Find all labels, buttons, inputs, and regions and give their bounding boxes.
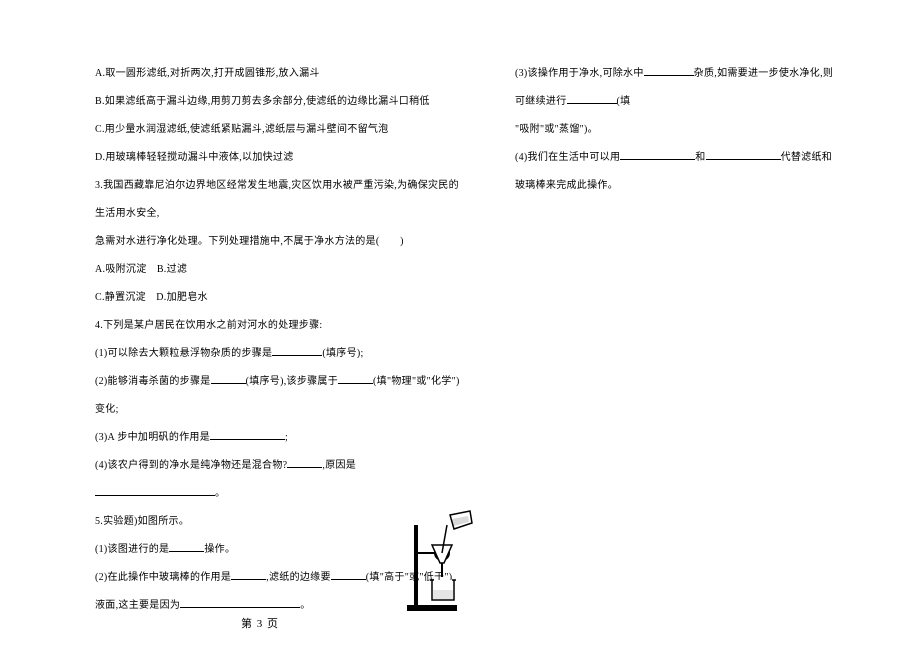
q5-2-text-e: 。 — [300, 600, 310, 611]
blank — [210, 430, 285, 440]
right-column: (3)该操作用于净水,可除水中杂质,如需要进一步使水净化,则可继续进行(填 "吸… — [500, 60, 840, 629]
q3-opt-cd: C.静置沉淀 D.加肥皂水 — [95, 284, 465, 312]
blank — [644, 66, 694, 76]
q3-line2: 急需对水进行净化处理。下列处理措施中,不属于净水方法的是( ) — [95, 228, 465, 256]
option-c: C.用少量水润湿滤纸,使滤纸紧贴漏斗,滤纸层与漏斗壁间不留气泡 — [95, 116, 465, 144]
r3d: "吸附"或"蒸馏")。 — [515, 116, 840, 144]
blank — [706, 150, 781, 160]
blank — [287, 458, 322, 468]
q4-4-text-c: 。 — [215, 488, 225, 499]
q5-2-text-d: 液面,这主要是因为 — [95, 600, 180, 611]
blank — [211, 374, 246, 384]
q4-3-text-a: (3)A 步中加明矾的作用是 — [95, 432, 210, 443]
q3-line1: 3.我国西藏靠尼泊尔边界地区经常发生地震,灾区饮用水被严重污染,为确保灾民的生活… — [95, 172, 465, 228]
blank — [231, 570, 266, 580]
q5-1-text-a: (1)该图进行的是 — [95, 544, 169, 555]
page-footer: 第 3 页 — [0, 615, 520, 631]
q5-1-text-b: 操作。 — [204, 544, 235, 555]
r4: (4)我们在生活中可以用和代替滤纸和玻璃棒来完成此操作。 — [515, 144, 840, 200]
q5-2-text-a: (2)在此操作中玻璃棒的作用是 — [95, 572, 231, 583]
q4-2: (2)能够消毒杀菌的步骤是(填序号),该步骤属于(填"物理"或"化学")变化; — [95, 368, 465, 424]
option-b: B.如果滤纸高于漏斗边缘,用剪刀剪去多余部分,使滤纸的边缘比漏斗口稍低 — [95, 88, 465, 116]
r3: (3)该操作用于净水,可除水中杂质,如需要进一步使水净化,则可继续进行(填 — [515, 60, 840, 116]
blank — [272, 346, 322, 356]
q4-4: (4)该农户得到的净水是纯净物还是混合物? ,原因是。 — [95, 452, 465, 508]
blank — [95, 486, 215, 496]
filtration-apparatus-figure — [402, 505, 482, 615]
q4-2-text-a: (2)能够消毒杀菌的步骤是 — [95, 376, 211, 387]
blank — [620, 150, 695, 160]
q4-stem: 4.下列是某户居民在饮用水之前对河水的处理步骤: — [95, 312, 465, 340]
r4-a: (4)我们在生活中可以用 — [515, 152, 620, 163]
q5-2-text-b: ,滤纸的边缘要 — [266, 572, 331, 583]
q4-2-text-b: (填序号),该步骤属于 — [246, 376, 338, 387]
q3-opt-ab: A.吸附沉淀 B.过滤 — [95, 256, 465, 284]
blank — [338, 374, 373, 384]
q4-3-text-b: ; — [285, 432, 288, 443]
option-d: D.用玻璃棒轻轻搅动漏斗中液体,以加快过滤 — [95, 144, 465, 172]
r3-a: (3)该操作用于净水,可除水中 — [515, 68, 644, 79]
blank — [180, 598, 300, 608]
q4-4-text-a: (4)该农户得到的净水是纯净物还是混合物? — [95, 460, 287, 471]
option-a: A.取一圆形滤纸,对折两次,打开成圆锥形,放入漏斗 — [95, 60, 465, 88]
r4-b: 和 — [695, 152, 705, 163]
q4-1-text-a: (1)可以除去大颗粒悬浮物杂质的步骤是 — [95, 348, 272, 359]
blank — [169, 542, 204, 552]
blank — [567, 94, 617, 104]
q4-3: (3)A 步中加明矾的作用是; — [95, 424, 465, 452]
q4-1-text-b: (填序号); — [322, 348, 363, 359]
blank — [331, 570, 366, 580]
q4-1: (1)可以除去大颗粒悬浮物杂质的步骤是 (填序号); — [95, 340, 465, 368]
q4-4-text-b: ,原因是 — [322, 460, 356, 471]
r3-c: (填 — [617, 96, 631, 107]
